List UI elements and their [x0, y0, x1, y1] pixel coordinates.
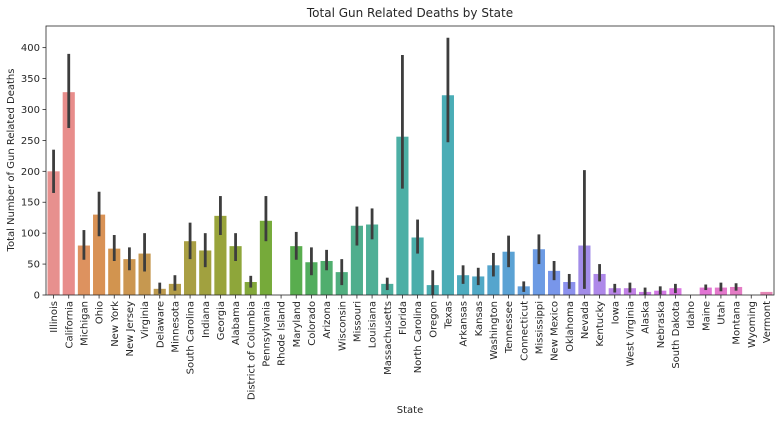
bar-florida — [396, 136, 409, 295]
y-tick-label: 100 — [21, 229, 40, 240]
bar-vermont — [760, 291, 773, 295]
x-tick-label: Oklahoma — [565, 301, 576, 352]
bar-maine — [699, 287, 712, 295]
x-tick-label: New York — [110, 301, 121, 347]
bar-texas — [441, 95, 454, 295]
x-tick-label: Alabama — [231, 301, 242, 345]
x-tick-label: Oregon — [428, 301, 439, 338]
y-axis: 0 50 100 150 200 250 300 350 400 — [21, 43, 46, 302]
x-tick-label: Ohio — [95, 301, 106, 324]
bar-michigan — [77, 245, 90, 295]
x-tick-label: Colorado — [307, 301, 318, 346]
bar-kentucky — [593, 273, 606, 295]
x-tick-label: Rhode Island — [277, 301, 288, 366]
bar-missouri — [350, 225, 363, 295]
bar-mississippi — [532, 249, 545, 295]
y-tick-label: 400 — [21, 43, 40, 54]
x-tick-label: Virginia — [140, 301, 151, 339]
x-tick-label: Louisiana — [368, 301, 379, 348]
bar-washington — [487, 265, 500, 295]
y-axis-label: Total Number of Gun Related Deaths — [6, 69, 17, 253]
bar-arkansas — [457, 275, 470, 295]
y-tick-label: 50 — [27, 260, 40, 271]
x-tick-label: Nevada — [580, 301, 591, 339]
axes-frame — [45, 25, 775, 296]
x-axis: Illinois California Michigan Ohio New York Ne… — [49, 295, 773, 400]
y-tick-label: 200 — [21, 167, 40, 178]
x-tick-label: New Jersey — [125, 301, 136, 357]
x-tick-label: Texas — [443, 301, 454, 330]
x-tick-label: Utah — [716, 301, 727, 325]
bar-arizona — [320, 260, 333, 295]
x-tick-label: Kentucky — [595, 301, 606, 347]
x-tick-label: Montana — [732, 301, 743, 345]
plot-area — [45, 25, 775, 296]
y-tick-label: 350 — [21, 74, 40, 85]
x-tick-label: Massachusetts — [383, 301, 394, 375]
bar-north-carolina — [411, 237, 424, 295]
y-tick-label: 150 — [21, 198, 40, 209]
x-tick-label: District of Columbia — [246, 301, 257, 400]
chart-title: Total Gun Related Deaths by State — [306, 6, 513, 20]
x-tick-label: California — [64, 301, 75, 349]
x-tick-label: Maine — [701, 301, 712, 331]
x-tick-label: Connecticut — [519, 301, 530, 361]
x-tick-label: West Virginia — [625, 301, 636, 366]
bar-colorado — [305, 262, 318, 295]
bar-south-carolina — [184, 241, 197, 295]
x-tick-label: Mississippi — [534, 301, 545, 354]
bar-new-jersey — [123, 259, 136, 295]
bar-montana — [730, 286, 743, 295]
x-tick-label: Delaware — [155, 301, 166, 348]
x-tick-label: Michigan — [79, 301, 90, 346]
x-tick-label: Missouri — [352, 301, 363, 342]
x-tick-label: New Mexico — [550, 301, 561, 361]
x-tick-label: Florida — [398, 301, 409, 335]
x-tick-label: North Carolina — [413, 301, 424, 373]
x-tick-label: Indiana — [201, 301, 212, 338]
bar-new-york — [108, 248, 121, 295]
x-tick-label: Pennsylvania — [261, 301, 272, 367]
x-tick-label: Arizona — [322, 301, 333, 339]
x-tick-label: Idaho — [686, 301, 697, 329]
x-tick-label: Maryland — [292, 301, 303, 347]
bar-new-mexico — [548, 270, 561, 295]
y-tick-label: 300 — [21, 105, 40, 116]
x-tick-label: Wyoming — [747, 301, 758, 348]
x-tick-label: Alaska — [641, 301, 652, 334]
bar-pennsylvania — [259, 220, 272, 295]
x-axis-label: State — [397, 405, 423, 416]
x-tick-label: Iowa — [610, 301, 621, 324]
x-tick-label: South Dakota — [671, 301, 682, 369]
x-tick-label: Tennessee — [504, 301, 515, 354]
bar-district-of-columbia — [244, 282, 257, 295]
x-tick-label: Minnesota — [170, 301, 181, 353]
bar-kansas — [472, 276, 485, 295]
y-tick-label: 0 — [34, 291, 40, 302]
bar-illinois — [47, 171, 60, 295]
x-tick-label: Arkansas — [459, 301, 470, 347]
x-tick-label: Vermont — [762, 301, 773, 343]
x-tick-label: Georgia — [216, 301, 227, 340]
bar-alabama — [229, 246, 242, 295]
y-tick-label: 250 — [21, 136, 40, 147]
x-tick-label: Kansas — [474, 301, 485, 336]
x-tick-label: Nebraska — [656, 301, 667, 348]
x-tick-label: Washington — [489, 301, 500, 360]
bar-maryland — [290, 246, 303, 295]
x-tick-label: Wisconsin — [337, 301, 348, 351]
bar-louisiana — [366, 224, 379, 295]
x-tick-label: South Carolina — [186, 301, 197, 374]
bar-indiana — [199, 250, 212, 295]
bar-tennessee — [502, 251, 515, 295]
x-tick-label: Illinois — [49, 301, 60, 333]
bar-california — [62, 92, 75, 295]
bar-georgia — [214, 215, 227, 295]
bar-ohio — [93, 214, 106, 295]
bar-virginia — [138, 253, 151, 295]
